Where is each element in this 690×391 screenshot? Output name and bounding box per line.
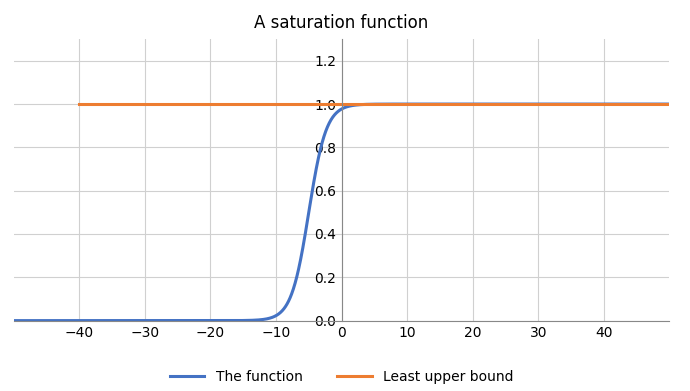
The function [653, 102, 661, 106]
Line: The function: The function [14, 104, 669, 321]
The function [665, 102, 673, 106]
Legend: The function, Least upper bound: The function, Least upper bound [164, 364, 519, 389]
The function [124, 318, 132, 323]
The function [261, 317, 269, 321]
The function [10, 318, 18, 323]
The function [289, 286, 297, 291]
Title: A saturation function: A saturation function [255, 14, 428, 32]
The function [582, 102, 590, 106]
The function [626, 102, 634, 106]
The function [84, 318, 92, 323]
